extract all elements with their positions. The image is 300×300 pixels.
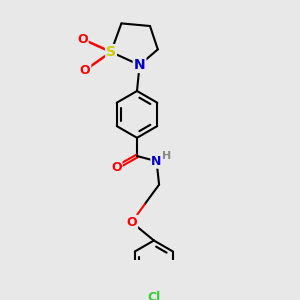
Text: H: H bbox=[162, 151, 171, 161]
Text: O: O bbox=[111, 161, 122, 174]
Text: O: O bbox=[127, 216, 137, 229]
Text: N: N bbox=[134, 58, 146, 72]
Text: Cl: Cl bbox=[147, 291, 161, 300]
Text: N: N bbox=[151, 155, 162, 168]
Text: O: O bbox=[80, 64, 90, 77]
Text: S: S bbox=[106, 45, 116, 59]
Text: O: O bbox=[77, 32, 88, 46]
